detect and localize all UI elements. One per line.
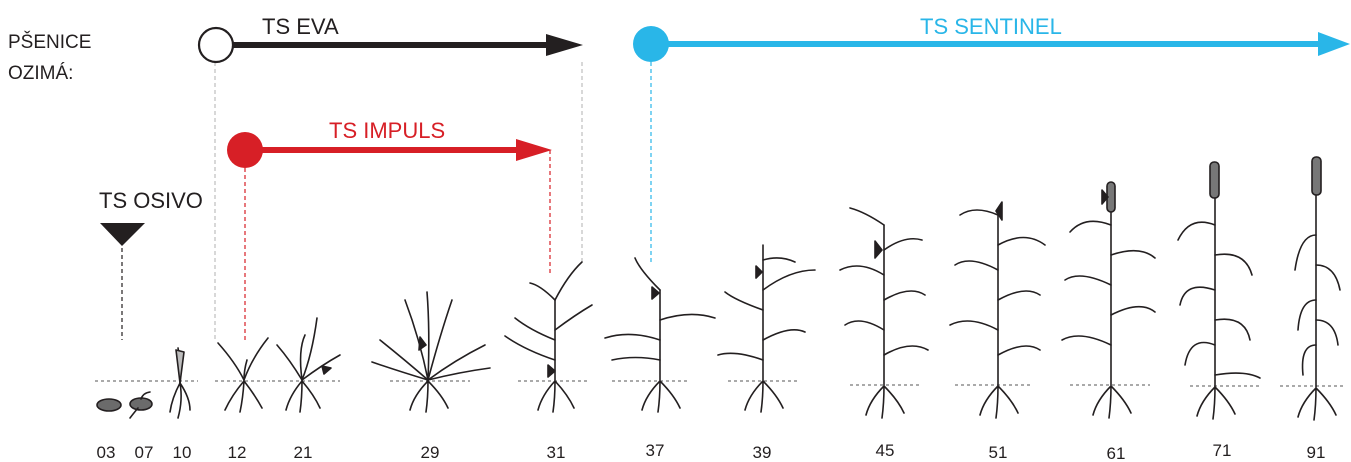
stage-label: 71 <box>1213 441 1232 460</box>
ts-sentinel-label: TS SENTINEL <box>920 14 1062 39</box>
plant-stage-37 <box>604 257 716 413</box>
plant-stage-07 <box>129 391 153 419</box>
stage-label: 12 <box>228 443 247 462</box>
plant-stage-29 <box>371 291 491 413</box>
stage-label: 31 <box>547 443 566 462</box>
ts-osivo-marker-group: TS OSIVO <box>99 188 203 340</box>
plant-stage-71 <box>1177 161 1261 420</box>
ts-impuls-start-marker <box>227 132 263 168</box>
stage-labels: 03 07 10 12 21 29 31 37 39 45 51 61 71 9… <box>97 441 1326 462</box>
ts-sentinel-timeline: TS SENTINEL <box>633 14 1350 262</box>
stage-label: 10 <box>173 443 192 462</box>
ts-osivo-triangle-marker <box>100 223 145 246</box>
ts-osivo-label: TS OSIVO <box>99 188 203 213</box>
plant-stage-45 <box>839 207 929 419</box>
ts-sentinel-arrow-head <box>1318 32 1350 56</box>
stage-label: 37 <box>646 441 665 460</box>
ts-eva-timeline: TS EVA <box>197 14 583 340</box>
stage-label: 29 <box>421 443 440 462</box>
stage-label: 07 <box>135 443 154 462</box>
ts-impuls-arrow-head <box>516 139 552 161</box>
stage-label: 51 <box>989 443 1008 462</box>
stage-label: 21 <box>294 443 313 462</box>
ts-impuls-timeline: TS IMPULS <box>227 118 552 340</box>
ground-lines <box>95 380 1345 387</box>
plant-illustrations <box>96 156 1341 421</box>
plant-stage-39 <box>717 244 816 413</box>
plant-stage-12 <box>217 337 269 413</box>
stage-label: 03 <box>97 443 116 462</box>
plant-stage-10 <box>169 347 191 419</box>
plant-stage-51 <box>949 201 1046 419</box>
plant-stage-03 <box>96 398 122 412</box>
plant-stage-31 <box>504 261 593 413</box>
stage-label: 39 <box>753 443 772 462</box>
plant-stage-21 <box>276 317 341 413</box>
plant-stage-61 <box>1061 181 1156 419</box>
ts-eva-arrow-head <box>546 34 583 56</box>
stage-label: 61 <box>1107 444 1126 462</box>
ts-eva-start-marker <box>197 26 235 64</box>
crop-label-line2: OZIMÁ: <box>8 63 73 84</box>
stage-label: 45 <box>876 441 895 460</box>
plant-stage-91 <box>1294 156 1341 421</box>
crop-label-line1: PŠENICE <box>8 31 91 53</box>
ts-impuls-label: TS IMPULS <box>329 118 445 143</box>
ts-eva-label: TS EVA <box>262 14 339 39</box>
ts-sentinel-start-marker <box>633 26 669 62</box>
stage-label: 91 <box>1307 443 1326 462</box>
